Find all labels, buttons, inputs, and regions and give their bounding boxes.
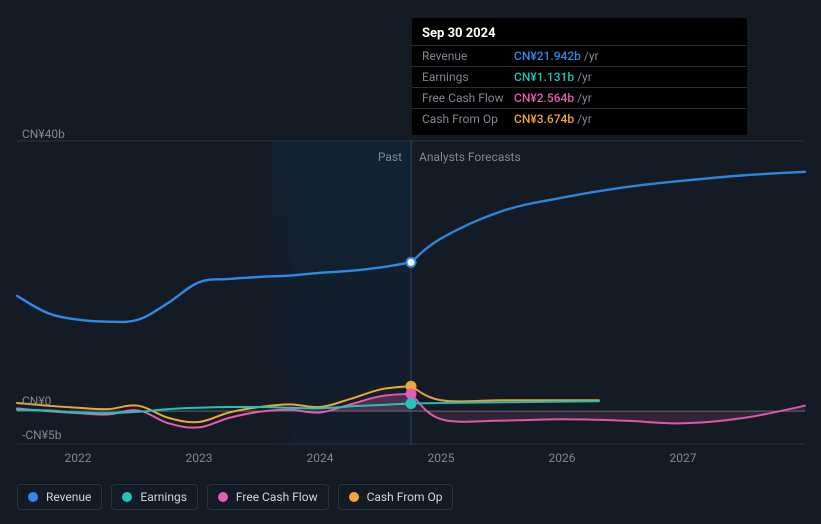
tooltip-unit: /yr bbox=[584, 49, 599, 63]
marker-point bbox=[407, 258, 416, 267]
tooltip-rows: RevenueCN¥21.942b/yrEarningsCN¥1.131b/yr… bbox=[412, 45, 747, 129]
tooltip-date: Sep 30 2024 bbox=[412, 24, 747, 45]
legend-item-cash-from-op[interactable]: Cash From Op bbox=[338, 484, 454, 510]
legend-item-earnings[interactable]: Earnings bbox=[111, 484, 198, 510]
legend-swatch bbox=[122, 492, 132, 502]
x-axis-label: 2023 bbox=[186, 451, 213, 465]
past-label: Past bbox=[378, 150, 402, 164]
tooltip-row: RevenueCN¥21.942b/yr bbox=[412, 45, 747, 66]
y-axis-label: CN¥0 bbox=[22, 394, 51, 408]
hover-tooltip: Sep 30 2024 RevenueCN¥21.942b/yrEarnings… bbox=[412, 18, 747, 135]
tooltip-row: EarningsCN¥1.131b/yr bbox=[412, 66, 747, 87]
tooltip-unit: /yr bbox=[577, 112, 592, 126]
tooltip-value: CN¥1.131b bbox=[514, 70, 574, 84]
series-cash-from-op-forecast bbox=[411, 386, 599, 401]
legend: Revenue Earnings Free Cash Flow Cash From O… bbox=[17, 484, 453, 510]
legend-item-revenue[interactable]: Revenue bbox=[17, 484, 102, 510]
marker-point bbox=[407, 389, 416, 398]
x-axis-label: 2024 bbox=[307, 451, 334, 465]
legend-swatch bbox=[349, 492, 359, 502]
legend-label: Free Cash Flow bbox=[236, 490, 318, 504]
legend-swatch bbox=[218, 492, 228, 502]
x-axis-label: 2025 bbox=[428, 451, 455, 465]
forecasts-label: Analysts Forecasts bbox=[419, 150, 521, 164]
legend-label: Revenue bbox=[46, 490, 91, 504]
x-axis-label: 2027 bbox=[670, 451, 697, 465]
series-earnings-forecast bbox=[411, 401, 599, 403]
tooltip-label: Revenue bbox=[422, 49, 514, 63]
x-axis-label: 2022 bbox=[65, 451, 92, 465]
legend-label: Earnings bbox=[140, 490, 187, 504]
tooltip-row: Cash From OpCN¥3.674b/yr bbox=[412, 108, 747, 129]
tooltip-unit: /yr bbox=[577, 91, 592, 105]
y-axis-label: -CN¥5b bbox=[22, 428, 61, 442]
tooltip-value: CN¥3.674b bbox=[514, 112, 574, 126]
legend-item-free-cash-flow[interactable]: Free Cash Flow bbox=[207, 484, 329, 510]
tooltip-row: Free Cash FlowCN¥2.564b/yr bbox=[412, 87, 747, 108]
tooltip-value: CN¥2.564b bbox=[514, 91, 574, 105]
legend-label: Cash From Op bbox=[367, 490, 443, 504]
marker-point bbox=[407, 399, 416, 408]
tooltip-unit: /yr bbox=[577, 70, 592, 84]
tooltip-label: Free Cash Flow bbox=[422, 91, 514, 105]
tooltip-label: Cash From Op bbox=[422, 112, 514, 126]
legend-swatch bbox=[28, 492, 38, 502]
y-axis-label: CN¥40b bbox=[22, 127, 65, 141]
tooltip-value: CN¥21.942b bbox=[514, 49, 581, 63]
tooltip-label: Earnings bbox=[422, 70, 514, 84]
series-revenue-forecast bbox=[411, 172, 805, 263]
x-axis-label: 2026 bbox=[549, 451, 576, 465]
fcf-area bbox=[411, 394, 805, 424]
